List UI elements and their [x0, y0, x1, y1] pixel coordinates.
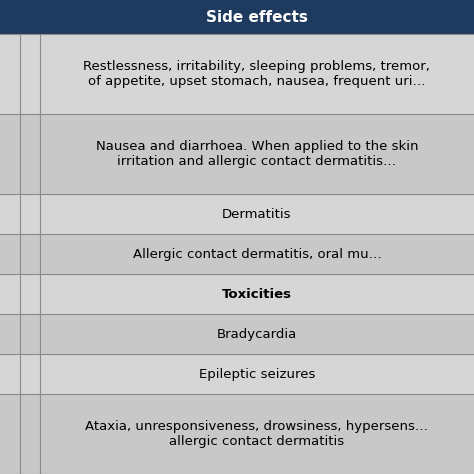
Bar	[40, 234, 474, 274]
Bar	[20, 194, 40, 234]
Bar	[40, 354, 474, 394]
Bar	[20, 34, 40, 114]
Bar	[0, 274, 20, 314]
Bar	[40, 274, 474, 314]
Bar	[20, 354, 40, 394]
Text: Dermatitis: Dermatitis	[222, 208, 292, 220]
Bar	[40, 194, 474, 234]
Bar	[0, 34, 20, 114]
Bar	[20, 274, 40, 314]
Bar	[0, 354, 20, 394]
Bar	[0, 394, 20, 474]
Bar	[20, 234, 40, 274]
Text: Bradycardia: Bradycardia	[217, 328, 297, 340]
Text: Epileptic seizures: Epileptic seizures	[199, 367, 315, 381]
Bar	[40, 314, 474, 354]
Bar	[20, 394, 40, 474]
Text: Restlessness, irritability, sleeping problems, tremor,
of appetite, upset stomac: Restlessness, irritability, sleeping pro…	[83, 60, 430, 88]
Bar	[20, 314, 40, 354]
Bar	[0, 114, 20, 194]
Text: Nausea and diarrhoea. When applied to the skin
irritation and allergic contact d: Nausea and diarrhoea. When applied to th…	[96, 140, 418, 168]
Text: Toxicities: Toxicities	[222, 288, 292, 301]
Bar	[0, 194, 20, 234]
Text: Side effects: Side effects	[206, 9, 308, 25]
Text: Ataxia, unresponsiveness, drowsiness, hypersens…
allergic contact dermatitis: Ataxia, unresponsiveness, drowsiness, hy…	[85, 420, 428, 448]
Bar	[0, 0, 474, 34]
Bar	[40, 394, 474, 474]
Text: Allergic contact dermatitis, oral mu…: Allergic contact dermatitis, oral mu…	[133, 247, 381, 261]
Bar	[0, 314, 20, 354]
Bar	[40, 34, 474, 114]
Bar	[40, 114, 474, 194]
Bar	[20, 114, 40, 194]
Bar	[0, 234, 20, 274]
